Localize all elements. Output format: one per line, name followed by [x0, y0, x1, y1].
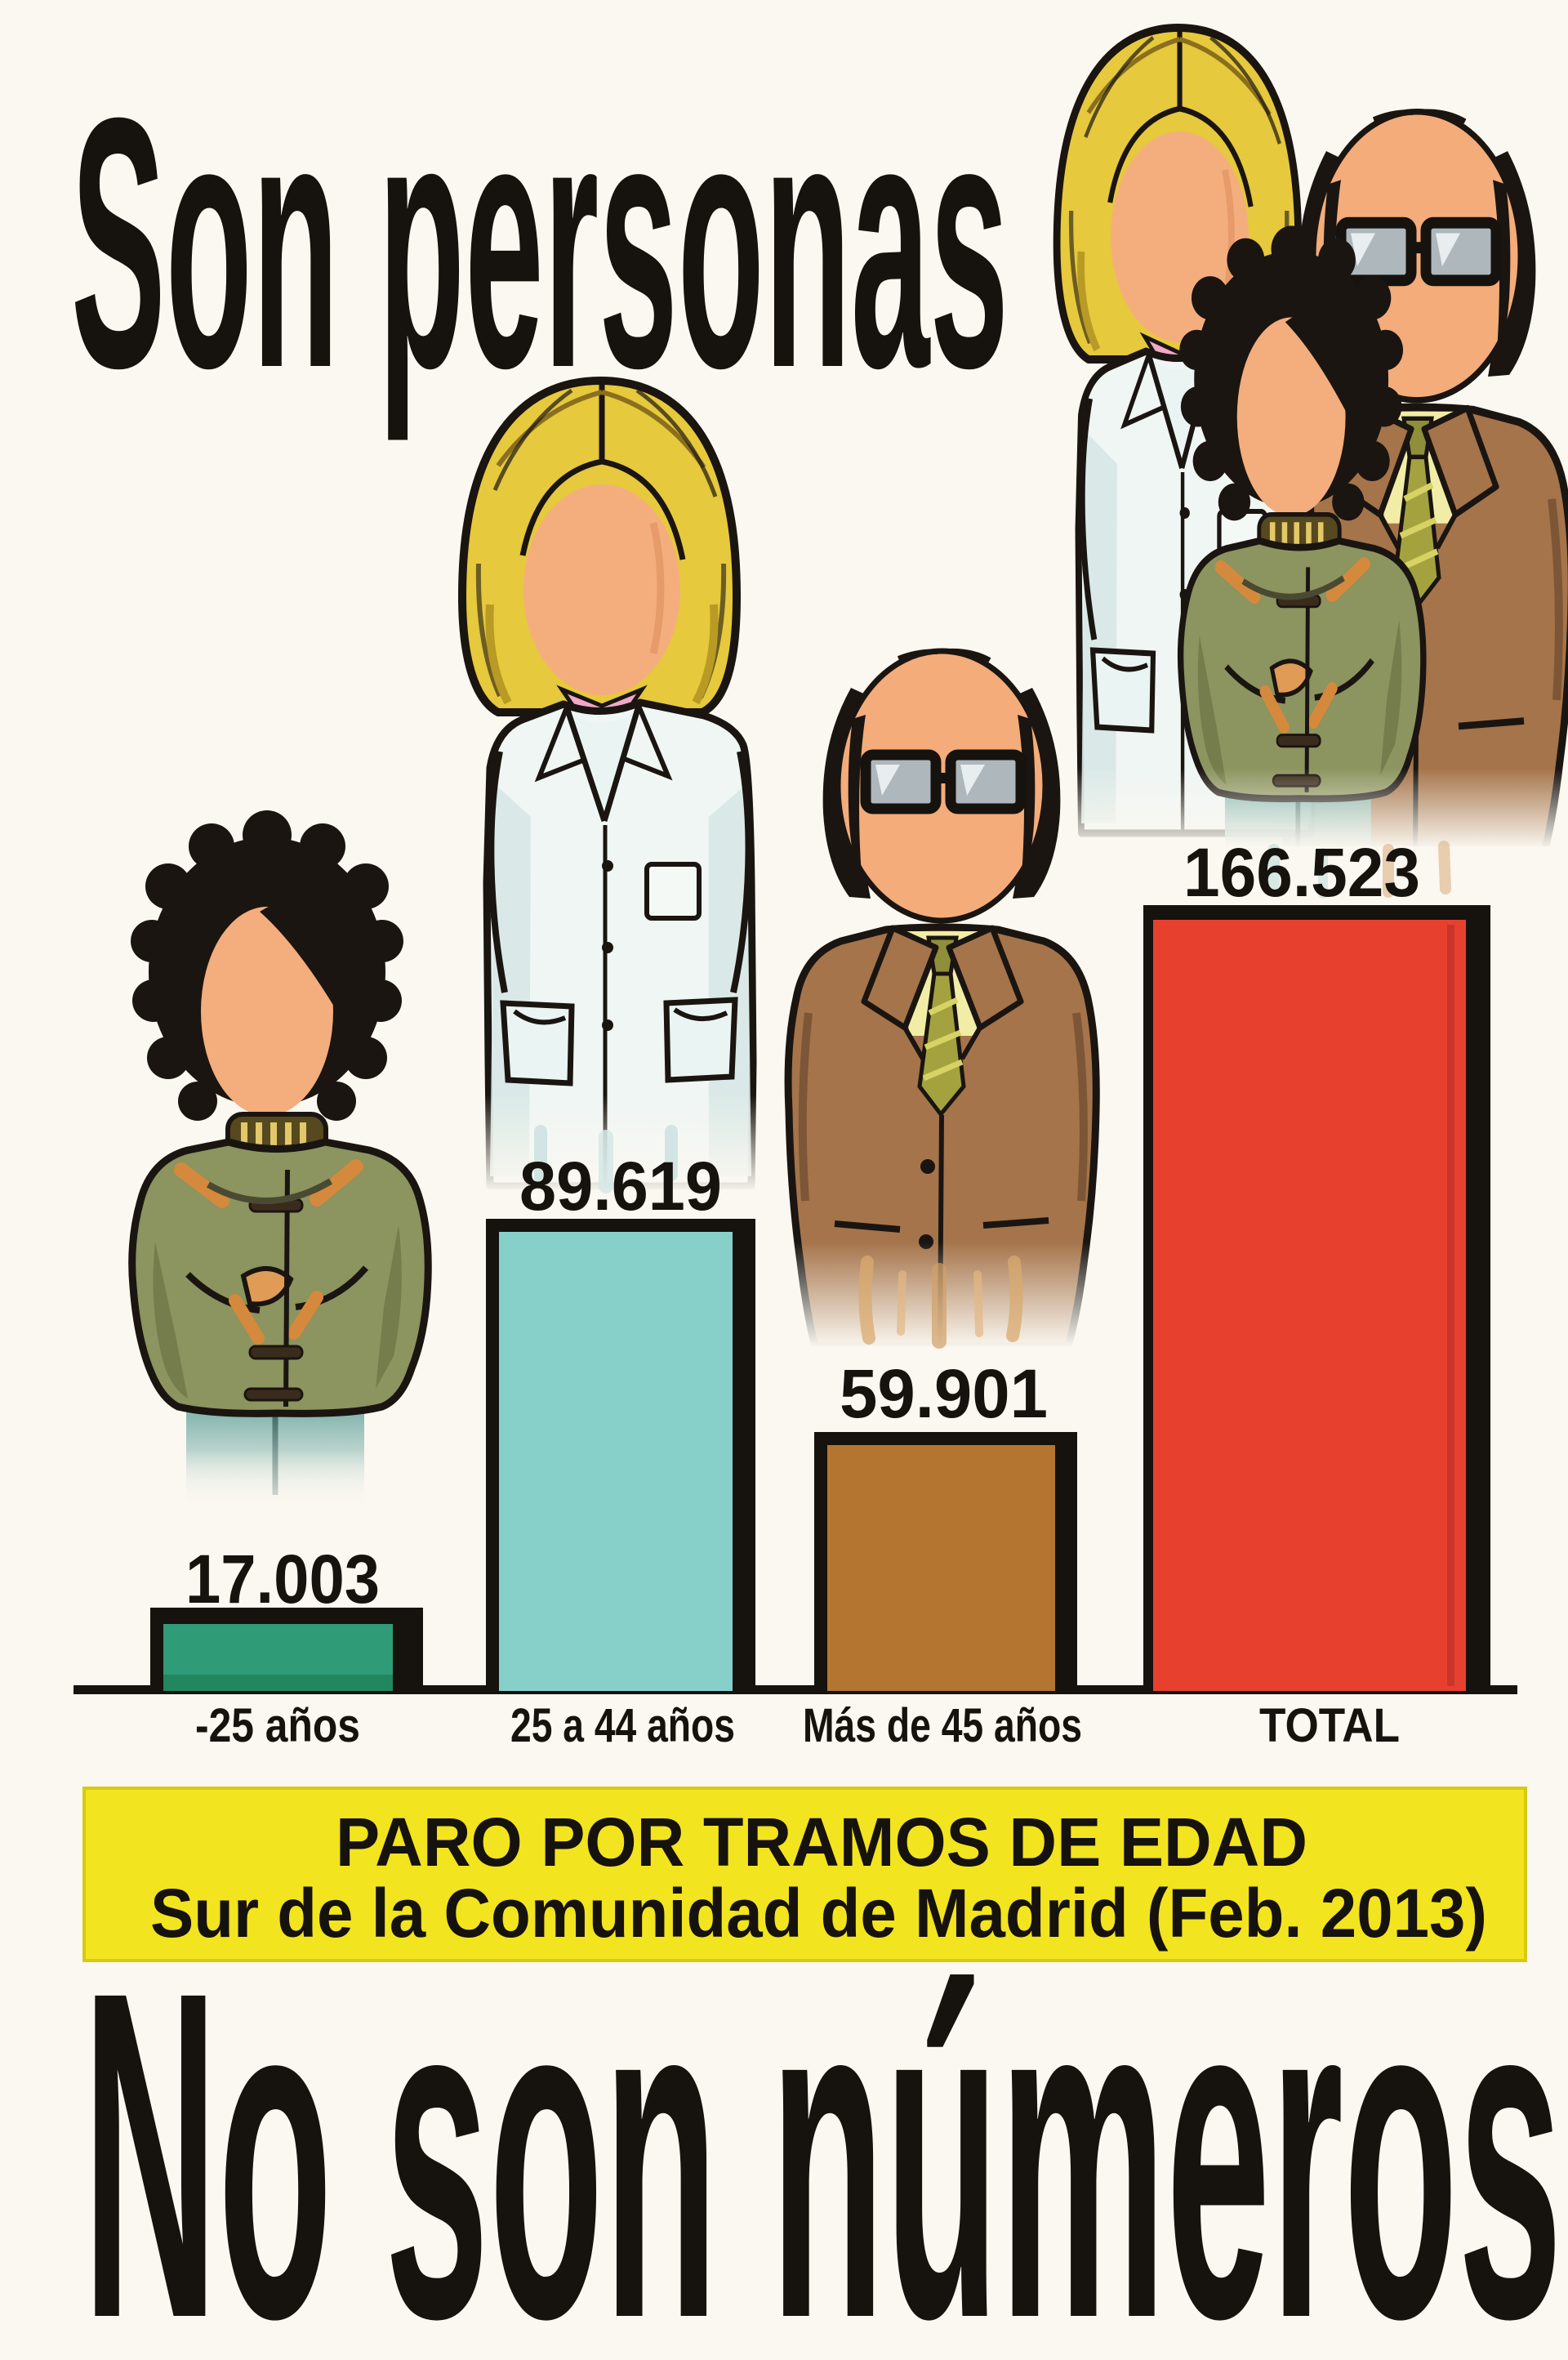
- svg-text:166.523: 166.523: [1183, 834, 1420, 911]
- svg-text:PARO POR TRAMOS DE EDAD: PARO POR TRAMOS DE EDAD: [336, 1804, 1307, 1880]
- svg-text:59.901: 59.901: [840, 1355, 1048, 1432]
- svg-text:Más de 45 años: Más de 45 años: [803, 1699, 1082, 1752]
- svg-text:89.619: 89.619: [519, 1148, 722, 1225]
- svg-text:-25 años: -25 años: [195, 1699, 360, 1752]
- svg-text:No son números: No son números: [82, 1894, 1562, 2360]
- svg-text:Sur de la Comunidad de Madrid: Sur de la Comunidad de Madrid (Feb. 2013…: [150, 1875, 1487, 1952]
- svg-text:TOTAL: TOTAL: [1259, 1699, 1400, 1752]
- svg-text:25 a 44 años: 25 a 44 años: [510, 1699, 735, 1752]
- svg-text:Son personas: Son personas: [71, 44, 1009, 444]
- svg-text:17.003: 17.003: [185, 1541, 380, 1617]
